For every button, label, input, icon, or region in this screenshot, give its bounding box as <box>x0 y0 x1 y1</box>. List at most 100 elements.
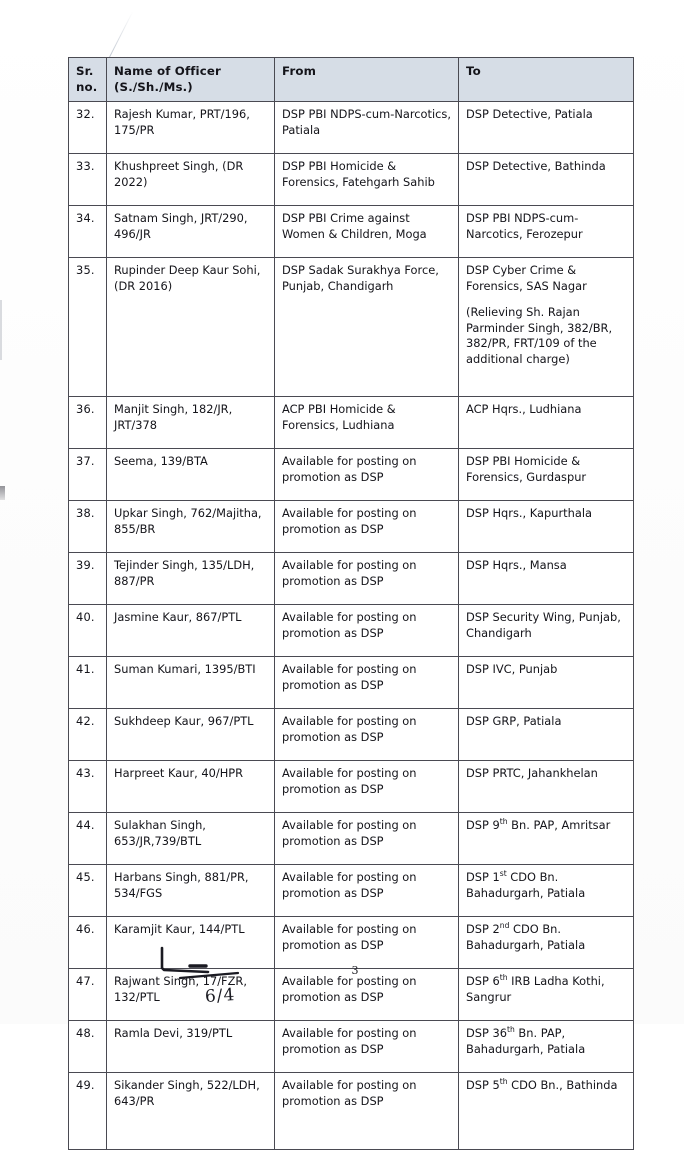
cell-sr-no: 41. <box>68 656 107 709</box>
ordinal-suffix: th <box>499 817 508 827</box>
cell-officer-name: Sikander Singh, 522/LDH, 643/PR <box>106 1072 275 1150</box>
cell-sr-no: 37. <box>68 448 107 501</box>
cell-to-suffix: CDO Bn. Bahadurgarh, Patiala <box>466 922 586 952</box>
cell-to-suffix: CDO Bn. Bahadurgarh, Patiala <box>466 870 586 900</box>
cell-sr-no: 39. <box>68 552 107 605</box>
cell-to: DSP 36th Bn. PAP, Bahadurgarh, Patiala <box>458 1020 634 1073</box>
cell-sr-no: 49. <box>68 1072 107 1150</box>
table-header: Sr. no. Name of Officer (S./Sh./Ms.) Fro… <box>68 57 634 102</box>
cell-to: DSP Security Wing, Punjab, Chandigarh <box>458 604 634 657</box>
page-number: 3 <box>351 964 359 977</box>
cell-from: Available for posting on promotion as DS… <box>274 448 459 501</box>
table-row: 40. Jasmine Kaur, 867/PTL Available for … <box>68 604 634 657</box>
cell-sr-no: 33. <box>68 153 107 206</box>
cell-to: DSP Cyber Crime & Forensics, SAS Nagar (… <box>458 257 634 397</box>
cell-to: DSP 2nd CDO Bn. Bahadurgarh, Patiala <box>458 916 634 969</box>
cell-from: DSP PBI Crime against Women & Children, … <box>274 205 459 258</box>
cell-to-suffix: CDO Bn., Bathinda <box>507 1078 618 1092</box>
cell-to: DSP PBI Homicide & Forensics, Gurdaspur <box>458 448 634 501</box>
cell-to-suffix: IRB Ladha Kothi, Sangrur <box>466 974 605 1004</box>
cell-to-relieving-note: (Relieving Sh. Rajan Parminder Singh, 38… <box>466 305 613 366</box>
cell-sr-no: 42. <box>68 708 107 761</box>
cell-to: DSP Detective, Patiala <box>458 101 634 154</box>
cell-from: Available for posting on promotion as DS… <box>274 708 459 761</box>
cell-sr-no: 40. <box>68 604 107 657</box>
cell-from: DSP Sadak Surakhya Force, Punjab, Chandi… <box>274 257 459 397</box>
cell-to-suffix: Bn. PAP, Amritsar <box>507 818 611 832</box>
cell-to: DSP PBI NDPS-cum-Narcotics, Ferozepur <box>458 205 634 258</box>
handwritten-signature-mark <box>160 946 240 980</box>
cell-to: DSP Hqrs., Mansa <box>458 552 634 605</box>
cell-from: Available for posting on promotion as DS… <box>274 1072 459 1150</box>
cell-to-main: DSP Cyber Crime & Forensics, SAS Nagar <box>466 263 587 293</box>
cell-from: ACP PBI Homicide & Forensics, Ludhiana <box>274 396 459 449</box>
officer-transfer-table: Sr. no. Name of Officer (S./Sh./Ms.) Fro… <box>68 57 634 1150</box>
table-row: 42. Sukhdeep Kaur, 967/PTL Available for… <box>68 708 634 761</box>
cell-officer-name: Harbans Singh, 881/PR, 534/FGS <box>106 864 275 917</box>
cell-sr-no: 35. <box>68 257 107 397</box>
cell-officer-name: Rupinder Deep Kaur Sohi, (DR 2016) <box>106 257 275 397</box>
table-row: 35. Rupinder Deep Kaur Sohi, (DR 2016) D… <box>68 257 634 397</box>
cell-from: Available for posting on promotion as DS… <box>274 500 459 553</box>
cell-to-prefix: DSP 9 <box>466 818 500 832</box>
table-header-row: Sr. no. Name of Officer (S./Sh./Ms.) Fro… <box>68 57 634 102</box>
cell-to-prefix: DSP 1 <box>466 870 500 884</box>
cell-from: DSP PBI Homicide & Forensics, Fatehgarh … <box>274 153 459 206</box>
cell-to: DSP PRTC, Jahankhelan <box>458 760 634 813</box>
table-row: 39. Tejinder Singh, 135/LDH, 887/PR Avai… <box>68 552 634 605</box>
table-row: 37. Seema, 139/BTA Available for posting… <box>68 448 634 501</box>
cell-sr-no: 47. <box>68 968 107 1021</box>
cell-to-prefix: DSP 2 <box>466 922 500 936</box>
table-row: 32. Rajesh Kumar, PRT/196, 175/PR DSP PB… <box>68 101 634 154</box>
ordinal-suffix: th <box>499 1077 508 1087</box>
cell-officer-name: Satnam Singh, JRT/290, 496/JR <box>106 205 275 258</box>
table-row: 34. Satnam Singh, JRT/290, 496/JR DSP PB… <box>68 205 634 258</box>
column-header-name-of-officer: Name of Officer (S./Sh./Ms.) <box>106 57 275 102</box>
cell-to: ACP Hqrs., Ludhiana <box>458 396 634 449</box>
column-header-sr-no: Sr. no. <box>68 57 107 102</box>
cell-officer-name: Ramla Devi, 319/PTL <box>106 1020 275 1073</box>
cell-officer-name: Seema, 139/BTA <box>106 448 275 501</box>
cell-sr-no: 45. <box>68 864 107 917</box>
cell-sr-no: 34. <box>68 205 107 258</box>
table-row: 49. Sikander Singh, 522/LDH, 643/PR Avai… <box>68 1072 634 1150</box>
column-header-name-line1: Name of Officer <box>114 64 221 78</box>
cell-from: Available for posting on promotion as DS… <box>274 812 459 865</box>
cell-sr-no: 43. <box>68 760 107 813</box>
ordinal-suffix: nd <box>499 921 510 931</box>
cell-sr-no: 46. <box>68 916 107 969</box>
cell-to-prefix: DSP 36 <box>466 1026 507 1040</box>
table-row: 33. Khushpreet Singh, (DR 2022) DSP PBI … <box>68 153 634 206</box>
cell-sr-no: 48. <box>68 1020 107 1073</box>
cell-to-prefix: DSP 6 <box>466 974 500 988</box>
table-row: 44. Sulakhan Singh, 653/JR,739/BTL Avail… <box>68 812 634 865</box>
ordinal-suffix: st <box>499 869 507 879</box>
cell-sr-no: 44. <box>68 812 107 865</box>
table-row: 38. Upkar Singh, 762/Majitha, 855/BR Ava… <box>68 500 634 553</box>
cell-to: DSP IVC, Punjab <box>458 656 634 709</box>
cell-to-prefix: DSP 5 <box>466 1078 500 1092</box>
cell-officer-name: Karamjit Kaur, 144/PTL <box>106 916 275 969</box>
page-footer: 6/4 3 <box>0 946 684 1024</box>
ordinal-suffix: th <box>499 973 508 983</box>
handwritten-date: 6/4 <box>204 984 237 1008</box>
cell-officer-name: Khushpreet Singh, (DR 2022) <box>106 153 275 206</box>
table-row: 36. Manjit Singh, 182/JR, JRT/378 ACP PB… <box>68 396 634 449</box>
column-header-from: From <box>274 57 459 102</box>
cell-officer-name: Upkar Singh, 762/Majitha, 855/BR <box>106 500 275 553</box>
cell-to: DSP Detective, Bathinda <box>458 153 634 206</box>
ordinal-suffix: th <box>507 1025 515 1035</box>
cell-from: Available for posting on promotion as DS… <box>274 760 459 813</box>
table-row: 45. Harbans Singh, 881/PR, 534/FGS Avail… <box>68 864 634 917</box>
scan-artifact-edge-streak <box>0 300 2 360</box>
cell-sr-no: 32. <box>68 101 107 154</box>
cell-officer-name: Sulakhan Singh, 653/JR,739/BTL <box>106 812 275 865</box>
table-body: 32. Rajesh Kumar, PRT/196, 175/PR DSP PB… <box>68 101 634 1150</box>
cell-from: Available for posting on promotion as DS… <box>274 552 459 605</box>
cell-officer-name: Suman Kumari, 1395/BTI <box>106 656 275 709</box>
cell-officer-name: Tejinder Singh, 135/LDH, 887/PR <box>106 552 275 605</box>
table-row: 43. Harpreet Kaur, 40/HPR Available for … <box>68 760 634 813</box>
table-row: 48. Ramla Devi, 319/PTL Available for po… <box>68 1020 634 1073</box>
cell-officer-name: Manjit Singh, 182/JR, JRT/378 <box>106 396 275 449</box>
